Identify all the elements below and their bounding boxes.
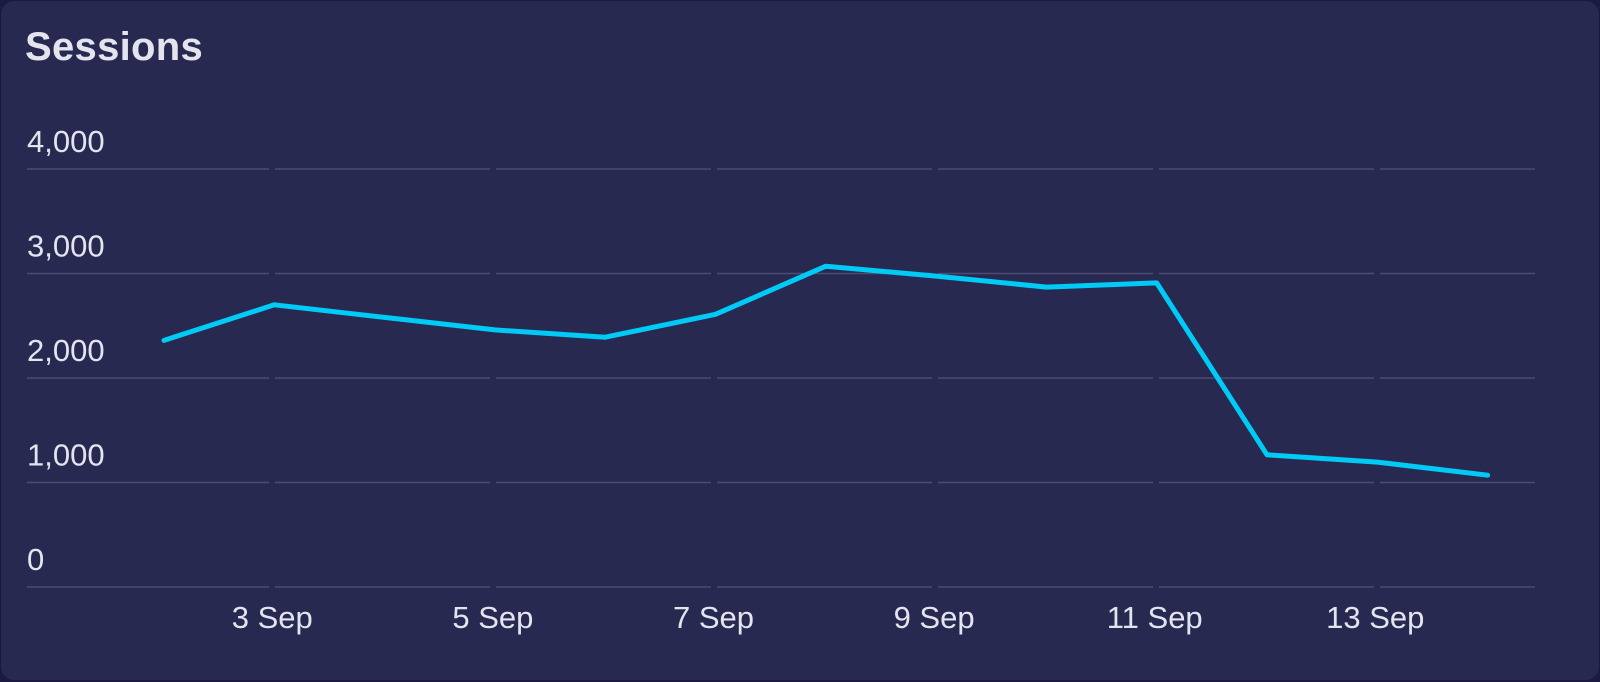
y-tick-label: 2,000 [27,333,105,368]
gridlines [27,168,1535,588]
y-axis-labels: 0 1,000 2,000 3,000 4,000 [27,124,105,577]
x-tick-label: 9 Sep [894,600,975,635]
y-tick-label: 3,000 [27,229,105,264]
x-tick-label: 13 Sep [1326,600,1424,635]
x-tick-label: 5 Sep [452,600,533,635]
x-tick-label: 7 Sep [673,600,754,635]
x-axis-labels: 3 Sep 5 Sep 7 Sep 9 Sep 11 Sep 13 Sep [232,600,1425,635]
sessions-series [161,263,1491,478]
card-title: Sessions [25,25,204,69]
y-tick-label: 4,000 [27,124,105,159]
x-tick-label: 11 Sep [1107,600,1203,635]
sessions-line [161,263,1491,478]
y-tick-label: 0 [27,542,44,577]
y-tick-label: 1,000 [27,438,105,473]
x-tick-label: 3 Sep [232,600,313,635]
